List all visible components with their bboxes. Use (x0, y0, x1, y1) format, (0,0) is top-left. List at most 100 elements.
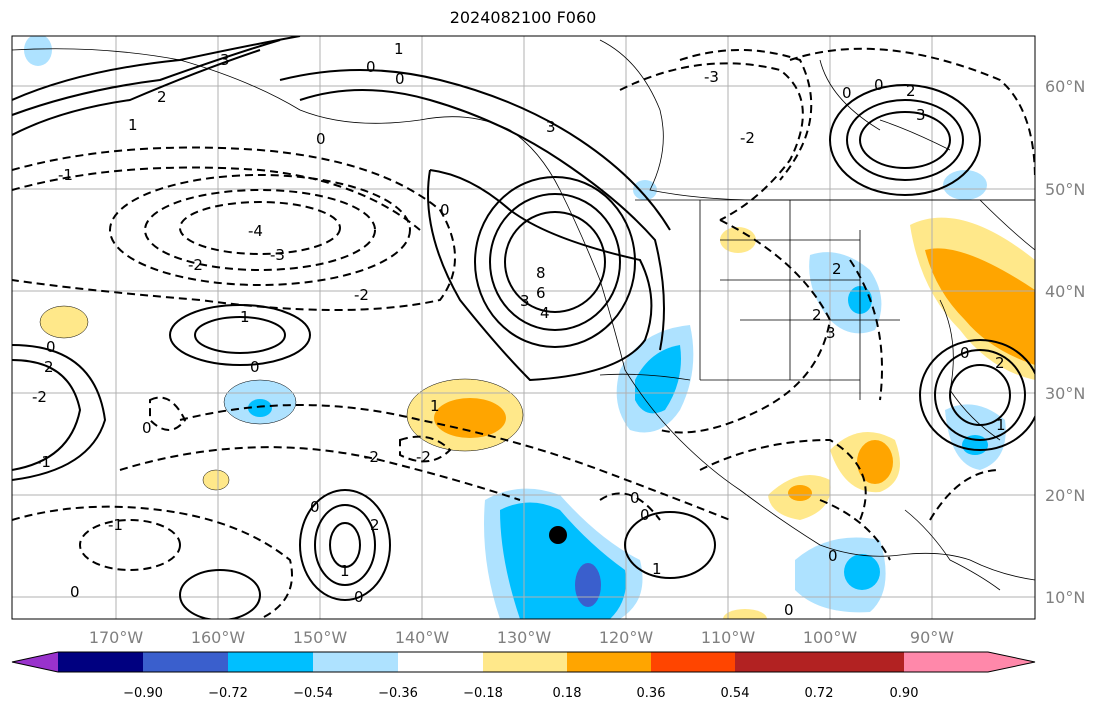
svg-text:0: 0 (784, 601, 794, 619)
svg-text:-2: -2 (416, 448, 431, 466)
svg-text:0: 0 (366, 58, 376, 76)
colorbar-label: −0.18 (463, 686, 503, 701)
svg-text:2: 2 (157, 88, 167, 106)
colorbar-label: −0.36 (378, 686, 418, 701)
svg-text:2: 2 (995, 354, 1005, 372)
svg-text:-1: -1 (36, 453, 51, 471)
storm-marker-dot (549, 526, 567, 544)
svg-text:1: 1 (394, 40, 404, 58)
colorbar-segment (143, 652, 228, 672)
svg-text:0: 0 (250, 358, 260, 376)
positive-contours (12, 36, 1035, 619)
svg-text:0: 0 (842, 84, 852, 102)
colorbar-label: 0.72 (805, 686, 834, 701)
svg-text:3: 3 (520, 292, 530, 310)
svg-text:0: 0 (142, 419, 152, 437)
colorbar-label: 0.36 (637, 686, 666, 701)
lat-tick: 20°N (1045, 486, 1085, 505)
svg-text:0: 0 (354, 588, 364, 606)
colorbar-segment (58, 652, 143, 672)
lon-tick: 120°W (599, 628, 654, 647)
colorbar-segment (313, 652, 398, 672)
svg-text:-2: -2 (188, 256, 203, 274)
colorbar-label: −0.72 (208, 686, 248, 701)
shaded-anomaly-layer (24, 36, 1035, 619)
svg-text:0: 0 (310, 498, 320, 516)
lat-tick: 40°N (1045, 282, 1085, 301)
lon-tick: 100°W (803, 628, 858, 647)
colorbar-segment (483, 652, 567, 672)
colorbar-extend-left (12, 652, 58, 672)
lon-tick: 170°W (89, 628, 144, 647)
colorbar-segment (651, 652, 735, 672)
svg-text:3: 3 (916, 106, 926, 124)
svg-text:2: 2 (370, 516, 380, 534)
map-border (11, 35, 1036, 620)
colorbar-segment (735, 652, 819, 672)
lon-tick: 110°W (701, 628, 756, 647)
svg-text:3: 3 (220, 51, 230, 69)
svg-text:4: 4 (540, 304, 550, 322)
svg-text:2: 2 (832, 260, 842, 278)
svg-text:1: 1 (240, 308, 250, 326)
colorbar-label: −0.90 (123, 686, 163, 701)
colorbar-extend-right (988, 652, 1035, 672)
svg-text:0: 0 (440, 201, 450, 219)
svg-text:3: 3 (546, 118, 556, 136)
colorbar-labels: −0.90 −0.72 −0.54 −0.36 −0.18 0.18 0.36 … (123, 686, 918, 701)
colorbar (11, 651, 1036, 673)
svg-text:-2: -2 (32, 388, 47, 406)
colorbar-label: −0.54 (293, 686, 333, 701)
coastlines (12, 39, 1035, 591)
svg-text:0: 0 (960, 344, 970, 362)
svg-text:1: 1 (128, 116, 138, 134)
lon-tick: 150°W (293, 628, 348, 647)
svg-text:0: 0 (395, 70, 405, 88)
svg-text:0: 0 (630, 489, 640, 507)
lon-tick: 160°W (191, 628, 246, 647)
svg-text:0: 0 (46, 338, 56, 356)
chart-title: 2024082100 F060 (449, 8, 597, 27)
negative-contours (12, 47, 1035, 619)
lat-tick: 60°N (1045, 77, 1085, 96)
svg-text:-2: -2 (364, 448, 379, 466)
svg-text:-2: -2 (740, 129, 755, 147)
svg-text:-3: -3 (270, 246, 285, 264)
svg-text:-4: -4 (248, 222, 263, 240)
gridlines (12, 36, 1035, 619)
svg-text:0: 0 (640, 506, 650, 524)
svg-text:2: 2 (812, 306, 822, 324)
lon-tick: 90°W (910, 628, 954, 647)
svg-text:8: 8 (536, 264, 546, 282)
svg-text:1: 1 (340, 562, 350, 580)
svg-text:3: 3 (826, 324, 836, 342)
svg-text:0: 0 (316, 130, 326, 148)
lat-tick: 10°N (1045, 588, 1085, 607)
colorbar-label: 0.90 (890, 686, 919, 701)
colorbar-segment (904, 652, 988, 672)
colorbar-label: 0.54 (721, 686, 750, 701)
svg-text:-3: -3 (704, 68, 719, 86)
lon-tick: 130°W (497, 628, 552, 647)
lat-tick: 50°N (1045, 180, 1085, 199)
lon-tick-labels: 170°W 160°W 150°W 140°W 130°W 120°W 110°… (89, 628, 954, 647)
svg-text:-1: -1 (108, 516, 123, 534)
lon-tick: 140°W (395, 628, 450, 647)
colorbar-segment (567, 652, 651, 672)
svg-text:2: 2 (44, 358, 54, 376)
svg-text:0: 0 (828, 547, 838, 565)
svg-text:-2: -2 (354, 286, 369, 304)
svg-text:1: 1 (996, 416, 1006, 434)
colorbar-label: 0.18 (553, 686, 582, 701)
colorbar-segment (819, 652, 904, 672)
svg-text:-1: -1 (58, 166, 73, 184)
colorbar-segment (398, 652, 483, 672)
svg-text:6: 6 (536, 284, 546, 302)
svg-text:1: 1 (430, 397, 440, 415)
colorbar-segment (228, 652, 313, 672)
svg-text:1: 1 (652, 560, 662, 578)
svg-text:0: 0 (874, 76, 884, 94)
lat-tick: 30°N (1045, 384, 1085, 403)
svg-text:2: 2 (906, 82, 916, 100)
